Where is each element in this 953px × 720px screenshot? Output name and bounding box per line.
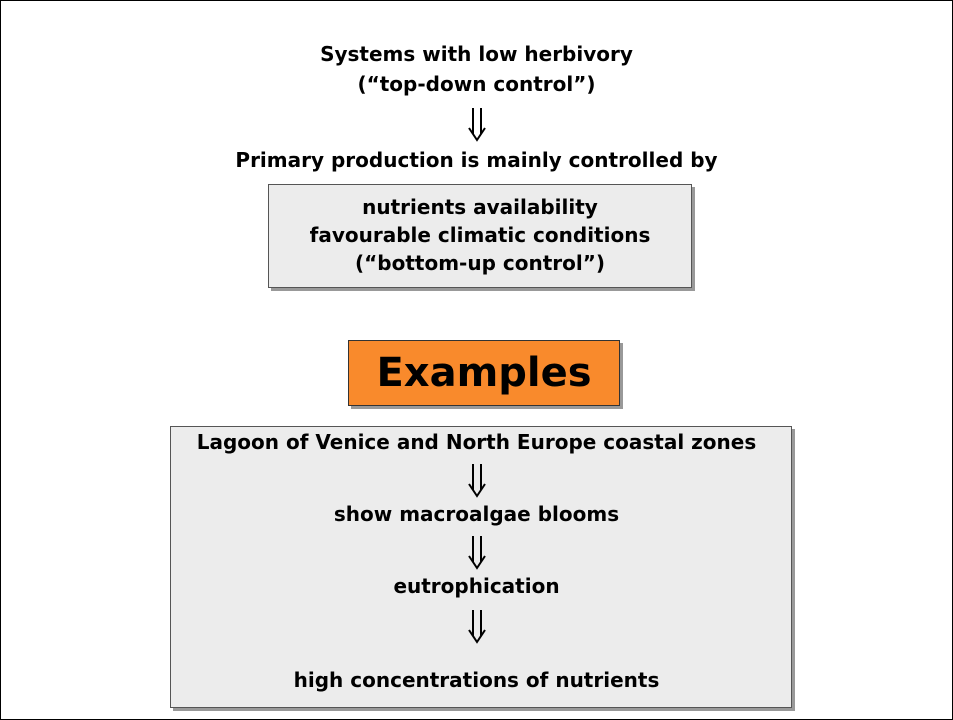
- arrow: [468, 536, 486, 570]
- heading: Systems with low herbivory: [320, 42, 633, 66]
- factors-box: nutrients availability favourable climat…: [268, 184, 692, 288]
- heading: (“top-down control”): [357, 72, 596, 96]
- factor: (“bottom-up control”): [355, 251, 605, 275]
- statement: Primary production is mainly controlled …: [235, 148, 718, 172]
- examples-label: Examples: [348, 340, 620, 406]
- example-step: show macroalgae blooms: [333, 502, 620, 526]
- arrow: [468, 464, 486, 498]
- example-step: high concentrations of nutrients: [293, 668, 660, 692]
- factor: favourable climatic conditions: [309, 223, 651, 247]
- example-step: eutrophication: [393, 574, 560, 598]
- factor: nutrients availability: [362, 195, 598, 219]
- arrow: [468, 610, 486, 644]
- arrow: [468, 108, 486, 142]
- example-step: Lagoon of Venice and North Europe coasta…: [196, 430, 757, 454]
